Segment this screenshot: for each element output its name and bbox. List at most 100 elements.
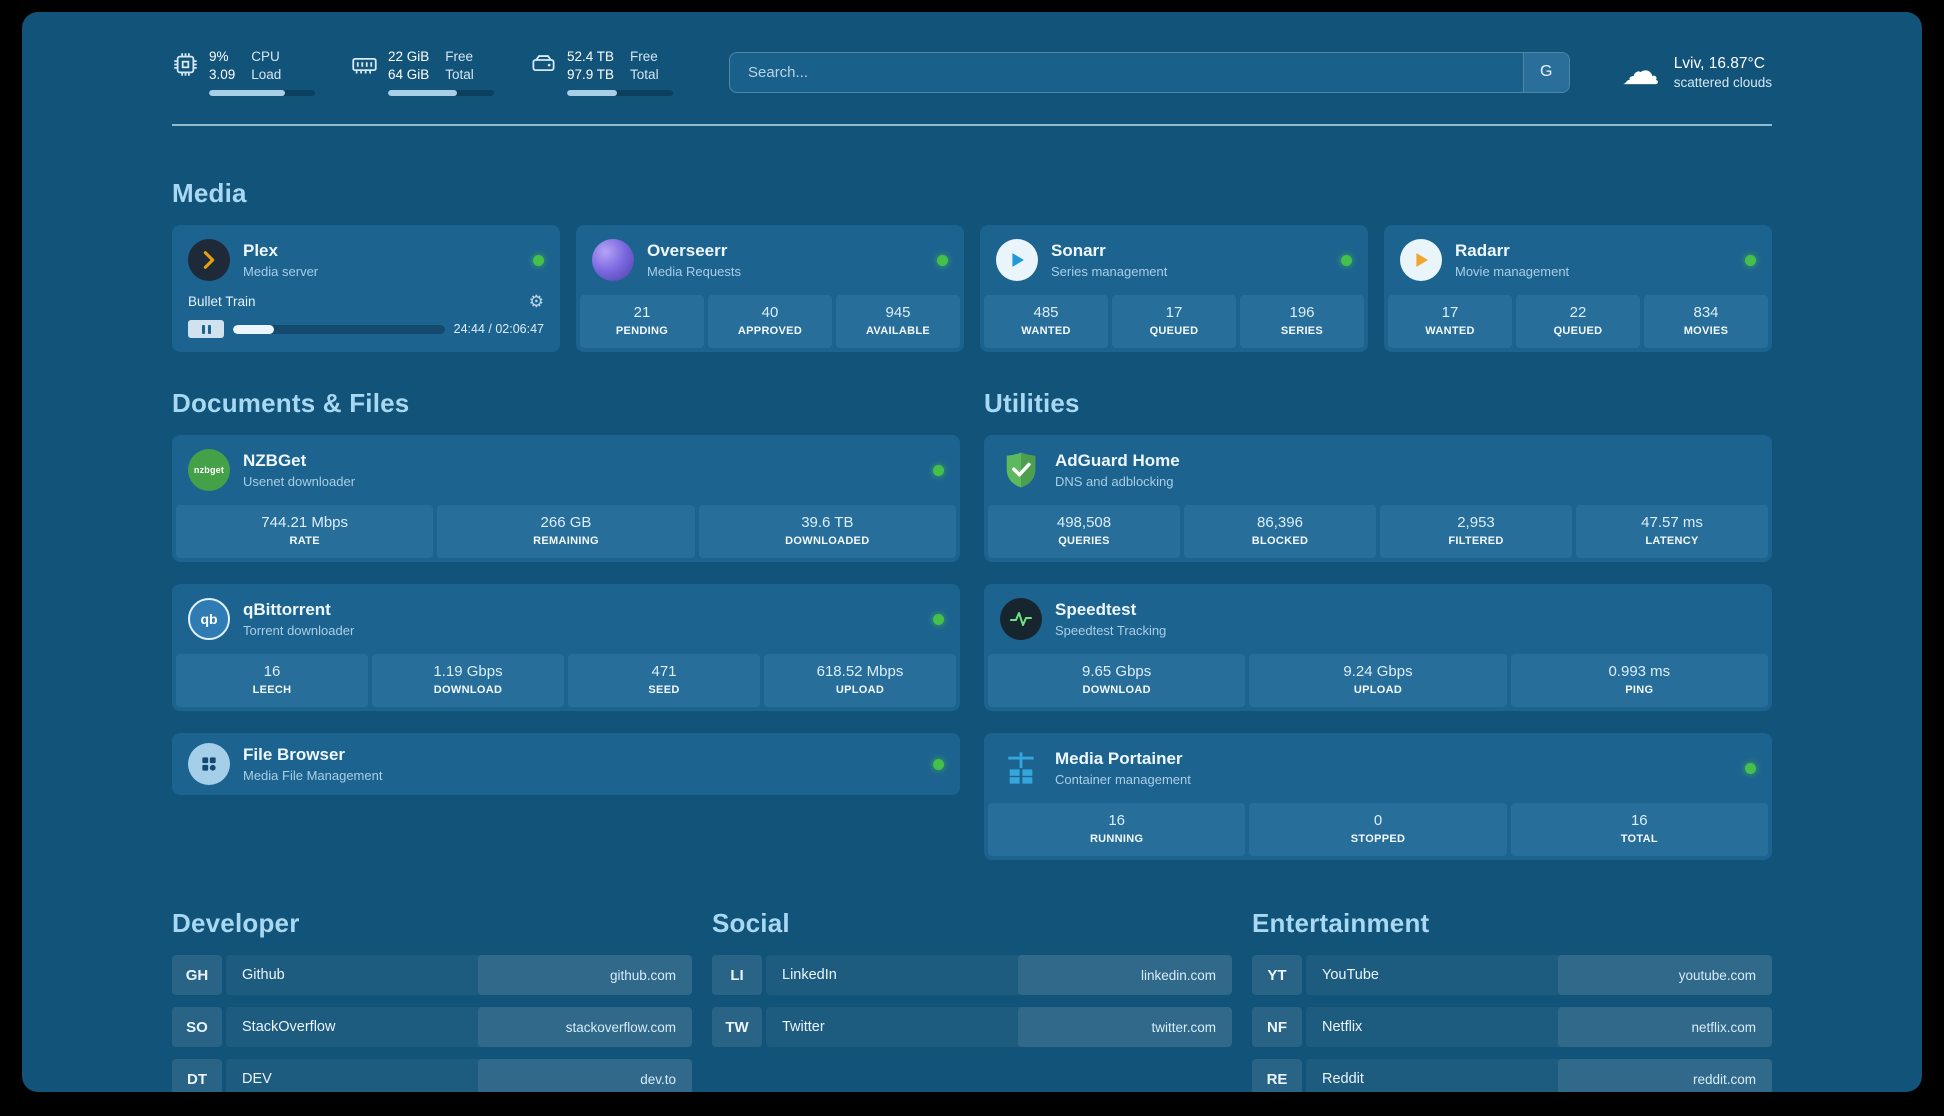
plex-progress-row: 24:44 / 02:06:47 — [172, 310, 560, 352]
search-engine-button[interactable]: G — [1522, 52, 1569, 92]
adguard-stats: 498,508 QUERIES 86,396 BLOCKED 2,953 FIL… — [984, 501, 1772, 562]
radarr-header[interactable]: Radarr Movie management — [1384, 225, 1772, 291]
nzbget-stats: 744.21 Mbps RATE 266 GB REMAINING 39.6 T… — [172, 501, 960, 562]
disk-metric: 52.4 TB 97.9 TB Free Total — [530, 48, 673, 96]
bookmark-row-stackoverflow[interactable]: SO StackOverflow stackoverflow.com — [172, 1007, 692, 1047]
adguard-header[interactable]: AdGuard Home DNS and adblocking — [984, 435, 1772, 501]
bookmark-name: StackOverflow — [242, 1019, 336, 1035]
plex-icon — [188, 239, 230, 281]
filebrowser-card: File Browser Media File Management — [172, 733, 960, 795]
overseerr-icon — [592, 239, 634, 281]
stat-downloaded: 39.6 TB DOWNLOADED — [698, 505, 956, 558]
search-input[interactable] — [730, 52, 1523, 92]
stackoverflow-icon: SO — [172, 1007, 222, 1047]
disk-free-label: Free — [630, 49, 658, 64]
bookmarks-developer: Developer GH Github github.com SO StackO… — [172, 908, 692, 1092]
cpu-metric: 9% 3.09 CPU Load — [172, 48, 315, 96]
stat-queued: 22 QUEUED — [1516, 295, 1640, 348]
stat-wanted: 17 WANTED — [1388, 295, 1512, 348]
social-heading: Social — [712, 908, 790, 938]
stat-download: 9.65 Gbps DOWNLOAD — [988, 654, 1246, 707]
adguard-title: AdGuard Home — [1055, 451, 1180, 471]
status-dot — [933, 758, 944, 770]
bookmark-row-linkedin[interactable]: LI LinkedIn linkedin.com — [712, 955, 1232, 995]
plex-header[interactable]: Plex Media server — [172, 225, 560, 291]
speedtest-title: Speedtest — [1055, 600, 1137, 620]
bookmark-row-youtube[interactable]: YT YouTube youtube.com — [1252, 955, 1772, 995]
bookmark-row-dev[interactable]: DT DEV dev.to — [172, 1059, 692, 1092]
netflix-icon: NF — [1252, 1007, 1302, 1047]
stat-movies: 834 MOVIES — [1644, 295, 1768, 348]
stat-approved: 40 APPROVED — [708, 295, 832, 348]
bookmark-name: YouTube — [1322, 967, 1379, 983]
speedtest-header[interactable]: Speedtest Speedtest Tracking — [984, 584, 1772, 650]
portainer-title: Media Portainer — [1055, 749, 1183, 769]
cloud-icon: ☁ — [1621, 51, 1660, 93]
status-dot — [1745, 762, 1756, 774]
gear-icon[interactable]: ⚙ — [528, 292, 544, 311]
reddit-icon: RE — [1252, 1059, 1302, 1092]
speedtest-card: Speedtest Speedtest Tracking 9.65 Gbps D… — [984, 584, 1772, 711]
stat-queued: 17 QUEUED — [1112, 295, 1236, 348]
bookmark-row-reddit[interactable]: RE Reddit reddit.com — [1252, 1059, 1772, 1092]
portainer-card: Media Portainer Container management 16 … — [984, 733, 1772, 860]
pause-button[interactable] — [188, 320, 224, 338]
stat-series: 196 SERIES — [1240, 295, 1364, 348]
bookmark-row-netflix[interactable]: NF Netflix netflix.com — [1252, 1007, 1772, 1047]
cpu-label: CPU — [251, 49, 280, 64]
cpu-load-value: 3.09 — [209, 67, 236, 82]
overseerr-card: Overseerr Media Requests 21 PENDING 40 A… — [576, 225, 964, 352]
stat-download: 1.19 Gbps DOWNLOAD — [372, 654, 564, 707]
ram-free-label: Free — [445, 49, 474, 64]
ram-usage-fill — [388, 90, 457, 96]
topbar-divider — [172, 124, 1772, 126]
bookmark-row-github[interactable]: GH Github github.com — [172, 955, 692, 995]
disk-total-value: 97.9 TB — [567, 67, 615, 82]
cpu-usage-fill — [209, 90, 286, 96]
status-dot — [933, 464, 944, 476]
nzbget-title: NZBGet — [243, 451, 307, 471]
radarr-stats: 17 WANTED 22 QUEUED 834 MOVIES — [1384, 291, 1772, 352]
portainer-header[interactable]: Media Portainer Container management — [984, 733, 1772, 799]
qbittorrent-subtitle: Torrent downloader — [243, 622, 355, 638]
bookmark-url: youtube.com — [1557, 955, 1772, 995]
playback-progress-bar[interactable] — [233, 324, 445, 334]
stat-upload: 618.52 Mbps UPLOAD — [764, 654, 956, 707]
search-bar: G — [729, 51, 1570, 93]
bookmarks-entertainment: Entertainment YT YouTube youtube.com NF … — [1252, 908, 1772, 1092]
nzbget-header[interactable]: nzbget NZBGet Usenet downloader — [172, 435, 960, 501]
bookmark-url: linkedin.com — [1017, 955, 1232, 995]
bookmark-row-twitter[interactable]: TW Twitter twitter.com — [712, 1007, 1232, 1047]
qbittorrent-stats: 16 LEECH 1.19 Gbps DOWNLOAD 471 SEED 6 — [172, 650, 960, 711]
overseerr-header[interactable]: Overseerr Media Requests — [576, 225, 964, 291]
radarr-icon — [1400, 239, 1442, 281]
overseerr-subtitle: Media Requests — [647, 263, 741, 279]
sonarr-subtitle: Series management — [1051, 263, 1168, 279]
stat-total: 16 TOTAL — [1510, 803, 1768, 856]
radarr-title: Radarr — [1455, 241, 1510, 261]
section-utilities: Utilities AdGuard Home — [984, 388, 1772, 860]
adguard-card: AdGuard Home DNS and adblocking 498,508 … — [984, 435, 1772, 562]
entertainment-heading: Entertainment — [1252, 908, 1430, 938]
overseerr-stats: 21 PENDING 40 APPROVED 945 AVAILABLE — [576, 291, 964, 352]
stat-ping: 0.993 ms PING — [1510, 654, 1768, 707]
qbittorrent-header[interactable]: qb qBittorrent Torrent downloader — [172, 584, 960, 650]
filebrowser-header[interactable]: File Browser Media File Management — [172, 733, 960, 795]
sonarr-card: Sonarr Series management 485 WANTED 17 Q… — [980, 225, 1368, 352]
status-dot — [1341, 254, 1352, 266]
stat-leech: 16 LEECH — [176, 654, 368, 707]
bookmark-url: github.com — [477, 955, 692, 995]
sonarr-header[interactable]: Sonarr Series management — [980, 225, 1368, 291]
twitter-icon: TW — [712, 1007, 762, 1047]
documents-heading: Documents & Files — [172, 388, 410, 418]
qbittorrent-icon: qb — [188, 598, 230, 640]
overseerr-title: Overseerr — [647, 241, 728, 261]
weather-widget: ☁ Lviv, 16.87°C scattered clouds — [1622, 53, 1772, 91]
cpu-load-label: Load — [251, 67, 282, 82]
playback-time: 24:44 / 02:06:47 — [453, 322, 544, 336]
status-dot — [1745, 254, 1756, 266]
sonarr-stats: 485 WANTED 17 QUEUED 196 SERIES — [980, 291, 1368, 352]
nzbget-subtitle: Usenet downloader — [243, 473, 356, 489]
speedtest-icon — [1000, 598, 1042, 640]
bookmark-url: stackoverflow.com — [477, 1007, 692, 1047]
